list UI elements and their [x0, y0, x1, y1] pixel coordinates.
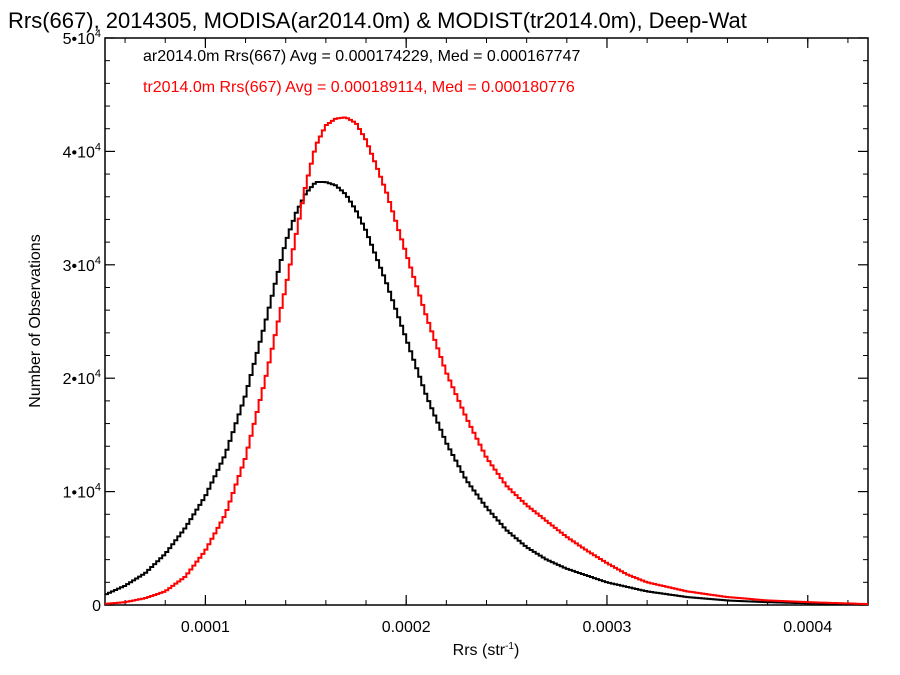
- series-ar2014-line: [105, 181, 868, 606]
- annotation-tr2014: tr2014.0m Rrs(667) Avg = 0.000189114, Me…: [143, 79, 575, 96]
- series-group: [105, 116, 868, 606]
- plot-frame: [104, 37, 869, 606]
- x-tick-label: 0.0002: [382, 619, 431, 636]
- y-tick-label: 4•104: [63, 141, 101, 161]
- x-tick-label: 0.0004: [783, 619, 832, 636]
- chart-title: Rrs(667), 2014305, MODISA(ar2014.0m) & M…: [8, 8, 747, 33]
- y-tick-label: 5•104: [63, 28, 101, 48]
- x-axis-label: Rrs (str-1): [453, 641, 520, 659]
- y-tick-label: 3•104: [63, 255, 101, 275]
- y-tick-label: 1•104: [63, 482, 101, 502]
- series-tr2014-line: [105, 116, 868, 606]
- annotation-ar2014: ar2014.0m Rrs(667) Avg = 0.000174229, Me…: [143, 48, 580, 65]
- x-tick-label: 0.0003: [583, 619, 632, 636]
- axis-ticks: 0.0001 0.0002 0.0003 0.0004 0 1•104 2•104 3•104…: [63, 28, 868, 636]
- y-tick-label: 0: [92, 598, 101, 615]
- y-tick-label: 2•104: [63, 368, 101, 388]
- y-axis-label: Number of Observations: [27, 234, 44, 407]
- x-tick-label: 0.0001: [181, 619, 230, 636]
